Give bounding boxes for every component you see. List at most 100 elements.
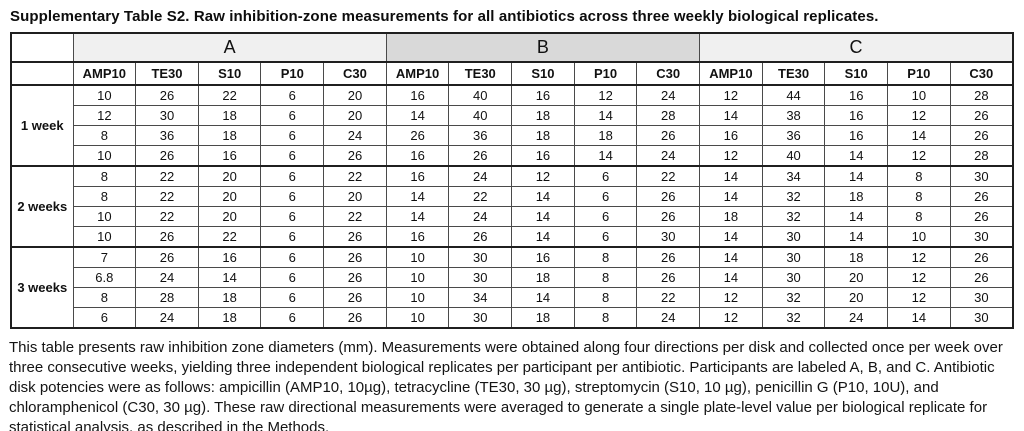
data-cell: 30: [448, 307, 513, 329]
data-cell: 32: [761, 287, 826, 308]
data-cell: 26: [135, 145, 199, 167]
week-label-cell: 3 weeks: [10, 246, 74, 329]
data-cell: 22: [135, 206, 199, 227]
data-cell: 22: [636, 287, 701, 308]
data-cell: 26: [949, 206, 1014, 227]
data-cell: 18: [824, 246, 889, 268]
group-header-cell: B: [385, 32, 701, 63]
data-cell: 12: [887, 105, 951, 126]
data-cell: 18: [197, 105, 262, 126]
data-cell: 16: [197, 145, 262, 167]
data-cell: 20: [323, 105, 387, 126]
data-cell: 14: [511, 287, 575, 308]
data-cell: 28: [135, 287, 199, 308]
data-cell: 6: [260, 84, 325, 106]
antibiotic-header-cell: TE30: [448, 61, 513, 86]
data-cell: 30: [949, 307, 1014, 329]
data-cell: 16: [385, 145, 450, 167]
data-cell: 18: [511, 125, 575, 146]
data-cell: 6: [72, 307, 137, 329]
data-cell: 38: [761, 105, 826, 126]
data-cell: 16: [824, 84, 889, 106]
data-cell: 30: [949, 287, 1014, 308]
data-cell: 10: [887, 226, 951, 248]
data-cell: 30: [949, 226, 1014, 248]
data-cell: 40: [761, 145, 826, 167]
data-cell: 8: [887, 165, 951, 187]
data-cell: 8: [72, 125, 137, 146]
data-cell: 24: [636, 84, 701, 106]
data-cell: 30: [949, 165, 1014, 187]
table-row: 1 week 10 26 22 6 20 16 40 16 12 24 12 44 16 10 28: [10, 84, 1014, 167]
data-cell: 30: [761, 267, 826, 288]
data-cell: 6: [260, 206, 325, 227]
data-cell: 14: [699, 226, 763, 248]
data-cell: 18: [699, 206, 763, 227]
data-cell: 16: [511, 145, 575, 167]
data-cell: 26: [636, 267, 701, 288]
data-cell: 14: [824, 145, 889, 167]
data-cell: 18: [197, 307, 262, 329]
corner-cell: [10, 32, 74, 63]
data-cell: 30: [636, 226, 701, 248]
data-cell: 6: [573, 206, 638, 227]
data-cell: 32: [761, 186, 826, 207]
data-cell: 24: [824, 307, 889, 329]
data-cell: 26: [135, 84, 199, 106]
data-cell: 20: [323, 186, 387, 207]
data-cell: 14: [887, 307, 951, 329]
data-cell: 22: [135, 165, 199, 187]
data-cell: 14: [887, 125, 951, 146]
data-cell: 8: [887, 186, 951, 207]
antibiotic-header-cell: TE30: [761, 61, 826, 86]
data-cell: 26: [949, 186, 1014, 207]
antibiotic-header-cell: AMP10: [385, 61, 450, 86]
antibiotic-header-cell: P10: [887, 61, 951, 86]
data-cell: 36: [135, 125, 199, 146]
data-cell: 40: [448, 84, 513, 106]
data-cell: 12: [887, 267, 951, 288]
group-header-cell: C: [699, 32, 1014, 63]
data-cell: 8: [573, 307, 638, 329]
data-cell: 26: [135, 246, 199, 268]
data-cell: 8: [887, 206, 951, 227]
table-title: Supplementary Table S2. Raw inhibition-z…: [10, 8, 879, 25]
data-cell: 16: [511, 246, 575, 268]
antibiotic-header-cell: P10: [573, 61, 638, 86]
data-cell: 16: [824, 125, 889, 146]
data-cell: 18: [511, 105, 575, 126]
data-cell: 24: [323, 125, 387, 146]
data-cell: 22: [636, 165, 701, 187]
data-cell: 14: [573, 105, 638, 126]
data-cell: 10: [385, 267, 450, 288]
data-cell: 6.8: [72, 267, 137, 288]
data-cell: 14: [385, 105, 450, 126]
table-caption: This table presents raw inhibition zone …: [9, 339, 1003, 431]
data-cell: 26: [323, 246, 387, 268]
data-cell: 14: [824, 165, 889, 187]
data-cell: 10: [385, 307, 450, 329]
data-cell: 6: [260, 307, 325, 329]
data-cell: 18: [197, 287, 262, 308]
data-cell: 10: [385, 287, 450, 308]
data-cell: 12: [699, 84, 763, 106]
data-cell: 12: [72, 105, 137, 126]
data-cell: 26: [636, 246, 701, 268]
table-body: 1 week 10 26 22 6 20 16 40 16 12 24 12 44 16 10 28 12 30 1…: [10, 84, 1014, 329]
data-cell: 12: [699, 287, 763, 308]
data-cell: 28: [949, 145, 1014, 167]
data-cell: 8: [573, 267, 638, 288]
data-cell: 6: [260, 186, 325, 207]
data-cell: 26: [636, 125, 701, 146]
data-cell: 22: [323, 165, 387, 187]
data-cell: 20: [824, 267, 889, 288]
antibiotic-header-cell: AMP10: [699, 61, 763, 86]
data-cell: 24: [448, 165, 513, 187]
data-cell: 7: [72, 246, 137, 268]
data-cell: 26: [323, 287, 387, 308]
data-cell: 18: [511, 307, 575, 329]
data-cell: 26: [949, 105, 1014, 126]
data-cell: 6: [260, 105, 325, 126]
